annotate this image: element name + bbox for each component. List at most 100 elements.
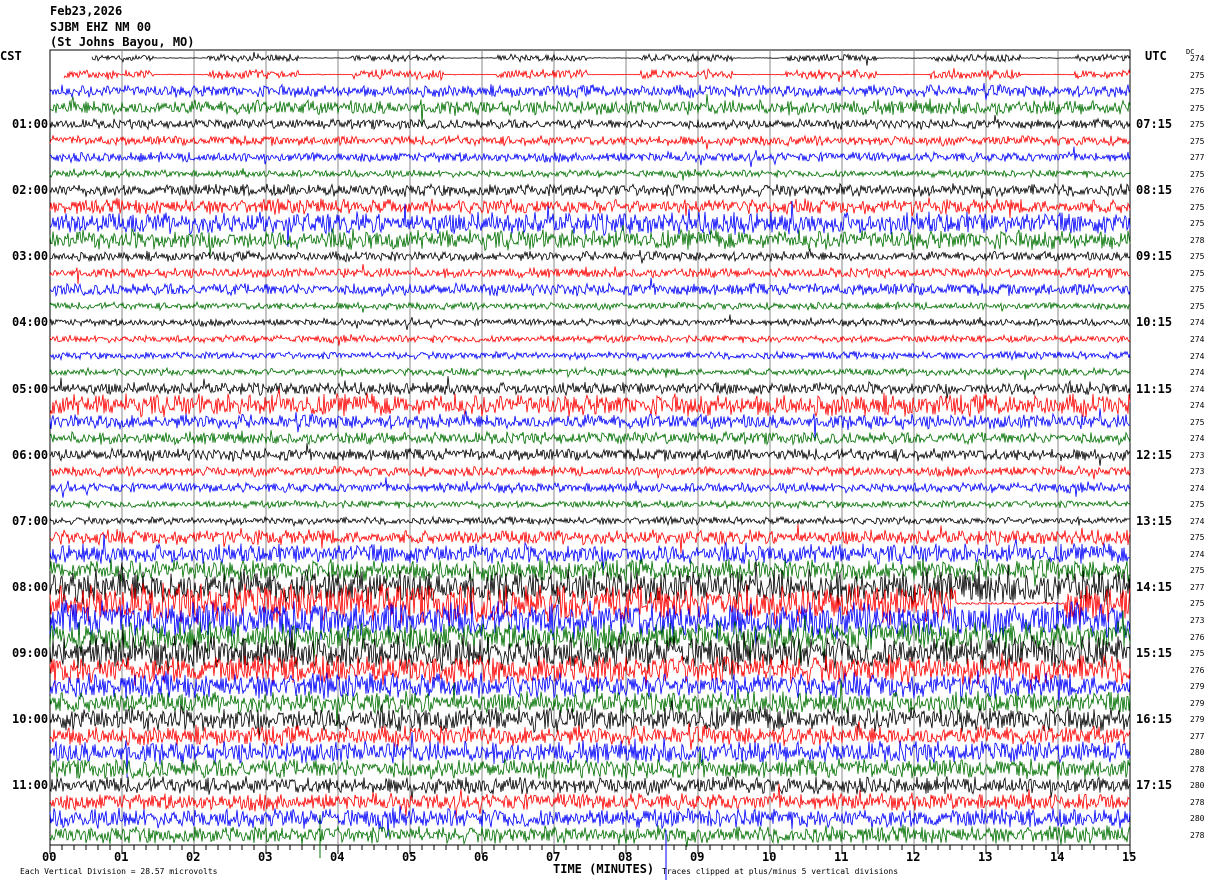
cst-time-label: 04:00 [12,315,49,330]
dc-offset-label: 275 [1190,649,1205,659]
dc-offset-label: 275 [1190,169,1205,179]
x-tick-label: 10 [762,850,777,864]
cst-axis-label: CST [0,49,22,63]
seismic-trace [49,388,1131,418]
seismic-trace [49,499,1131,510]
x-tick-label: 00 [42,850,57,864]
dc-offset-label: 276 [1190,665,1205,675]
dc-offset-label: 275 [1190,599,1205,609]
seismic-trace [49,805,1131,837]
cst-time-label: 06:00 [12,447,49,462]
seismic-trace [49,732,1131,778]
x-tick-label: 15 [1122,850,1137,864]
x-tick-label: 14 [1050,850,1065,864]
utc-time-label: 12:15 [1136,447,1173,462]
utc-time-label: 08:15 [1136,183,1173,198]
cst-time-label: 07:00 [12,513,49,528]
utc-time-label: 07:15 [1136,117,1173,132]
dc-offset-label: 275 [1190,285,1205,295]
dc-offset-label: 274 [1190,351,1205,361]
utc-time-label: 16:15 [1136,712,1173,727]
seismic-trace [49,533,1131,570]
dc-offset-label: 275 [1190,566,1205,576]
dc-offset-label: 274 [1190,384,1205,394]
dc-offset-label: 279 [1190,682,1205,692]
dc-offset-label: 273 [1190,467,1205,477]
seismic-trace [49,114,1131,131]
seismic-trace [49,200,1131,247]
x-tick-label: 02 [186,850,201,864]
seismic-trace [49,599,1131,647]
dc-offset-label: 275 [1190,301,1205,311]
seismic-trace [63,68,1131,82]
dc-offset-label: 279 [1190,715,1205,725]
dc-offset-label: 274 [1190,401,1205,411]
seismic-trace [49,333,1131,346]
seismic-trace [49,350,1131,362]
dc-offset-label: 274 [1190,335,1205,344]
dc-label: DC [1186,48,1195,56]
station-label: SJBM EHZ NM 00 [50,20,152,34]
seismic-trace [49,627,1131,680]
seismic-trace [49,134,1131,150]
dc-offset-label: 275 [1190,268,1205,278]
utc-time-label: 13:15 [1136,513,1173,528]
dc-offset-label: 274 [1190,54,1205,63]
x-tick-label: 07 [546,850,561,864]
dc-offset-label: 277 [1190,153,1205,163]
dc-offset-label: 280 [1190,781,1205,791]
dc-offset-label: 275 [1190,533,1205,543]
dc-offset-label: 274 [1190,434,1205,444]
dc-offset-label: 274 [1190,368,1205,378]
seismic-trace [49,430,1131,446]
seismic-trace [49,775,1131,801]
dc-offset-label: 278 [1190,764,1205,774]
dc-offset-label: 275 [1190,136,1205,146]
seismic-trace [49,408,1131,439]
seismic-trace [49,524,1131,554]
dc-offset-label: 279 [1190,698,1205,708]
dc-offset-label: 278 [1190,235,1205,245]
seismic-trace [49,314,1131,330]
seismic-trace [49,168,1131,181]
cst-time-label: 02:00 [12,183,49,198]
seismic-trace [49,824,1131,847]
dc-offset-label: 280 [1190,748,1205,758]
x-tick-label: 08 [618,850,633,864]
x-tick-label: 05 [402,850,417,864]
utc-time-label: 10:15 [1136,315,1173,330]
dc-offset-label: 275 [1190,219,1205,229]
location-label: (St Johns Bayou, MO) [50,35,195,49]
seismic-trace [49,670,1131,705]
dc-offset-label: 280 [1190,814,1205,824]
clip-note: Traces clipped at plus/minus 5 vertical … [662,867,899,876]
dc-offset-label: 278 [1190,797,1205,807]
utc-time-label: 11:15 [1136,381,1173,396]
x-tick-label: 11 [834,850,849,864]
cst-time-label: 01:00 [12,117,49,132]
dc-offset-label: 276 [1190,632,1205,642]
dc-offset-label: 274 [1190,549,1205,559]
dc-offset-label: 277 [1190,582,1205,592]
seismic-trace [49,477,1131,498]
seismic-trace [49,556,1131,587]
dc-offset-label: 275 [1190,500,1205,510]
seismic-trace [49,83,1131,100]
cst-time-label: 11:00 [12,778,49,793]
seismic-trace [49,464,1131,480]
x-tick-label: 01 [114,850,129,864]
dc-offset-label: 273 [1190,450,1205,460]
seismic-trace [49,94,1131,125]
seismic-trace [49,560,1131,614]
dc-offset-label: 275 [1190,87,1205,97]
dc-offset-label: 273 [1190,616,1205,626]
seismic-trace [49,515,1131,528]
seismic-trace [49,277,1131,298]
seismic-trace [49,263,1131,285]
cst-time-label: 05:00 [12,381,49,396]
scale-note: Each Vertical Division = 28.57 microvolt… [20,867,218,876]
seismic-trace [49,146,1131,168]
seismic-trace [49,443,1131,466]
utc-time-label: 17:15 [1136,778,1173,793]
dc-offset-label: 275 [1190,417,1205,427]
